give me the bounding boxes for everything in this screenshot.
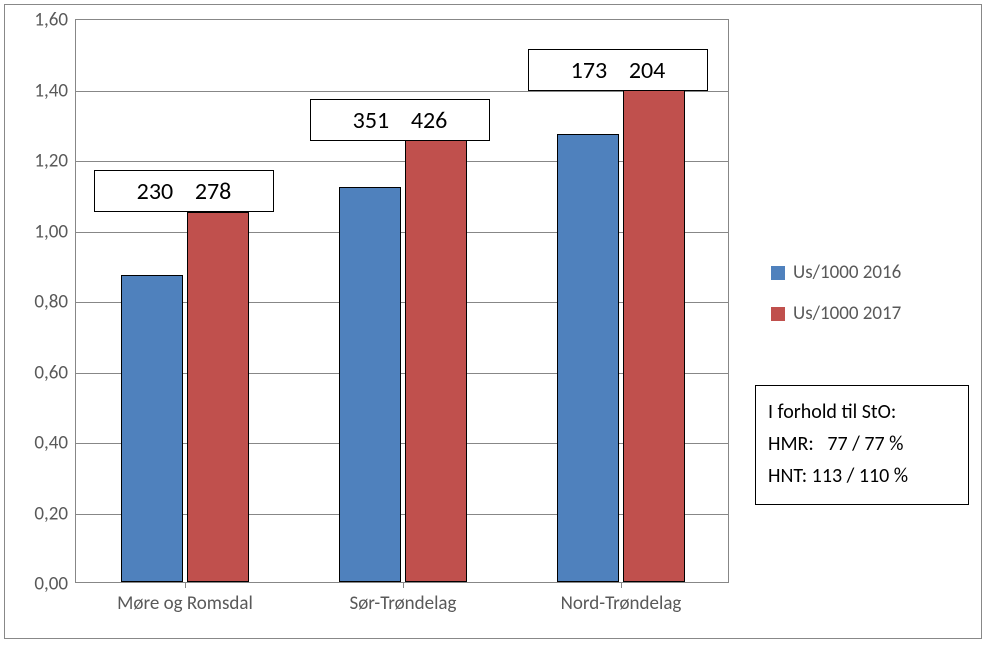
bar <box>121 275 183 582</box>
legend-swatch <box>771 307 785 321</box>
value-box: 230 278 <box>94 170 274 212</box>
legend-item: Us/1000 2017 <box>771 302 901 325</box>
y-tick-label: 0,20 <box>34 502 76 525</box>
y-tick-label: 1,40 <box>34 79 76 102</box>
bar <box>339 187 401 582</box>
y-tick-label: 1,20 <box>34 150 76 173</box>
value-box: 173 204 <box>528 49 708 91</box>
bar <box>405 101 467 582</box>
y-tick-label: 1,60 <box>34 9 76 32</box>
value-box: 351 426 <box>310 99 490 141</box>
legend-item: Us/1000 2016 <box>771 261 901 284</box>
chart-frame: 0,00 0,20 0,40 0,60 0,80 1,00 1,20 1,40 1,60 Møre… <box>4 4 982 639</box>
legend-label: Us/1000 2017 <box>793 302 901 325</box>
y-tick-label: 1,00 <box>34 220 76 243</box>
bar <box>187 212 249 582</box>
bar <box>557 134 619 582</box>
legend-label: Us/1000 2016 <box>793 261 901 284</box>
y-tick-label: 0,80 <box>34 291 76 314</box>
y-tick-label: 0,60 <box>34 361 76 384</box>
y-tick-label: 0,00 <box>34 573 76 596</box>
x-tick-label: Møre og Romsdal <box>117 582 253 615</box>
x-tick-label: Nord-Trøndelag <box>561 582 682 615</box>
x-tick-label: Sør-Trøndelag <box>350 582 457 615</box>
legend-swatch <box>771 266 785 280</box>
y-tick-label: 0,40 <box>34 432 76 455</box>
info-box: I forhold til StO: HMR: 77 / 77 % HNT: 1… <box>755 385 969 505</box>
legend: Us/1000 2016 Us/1000 2017 <box>771 261 901 343</box>
bar <box>623 52 685 583</box>
